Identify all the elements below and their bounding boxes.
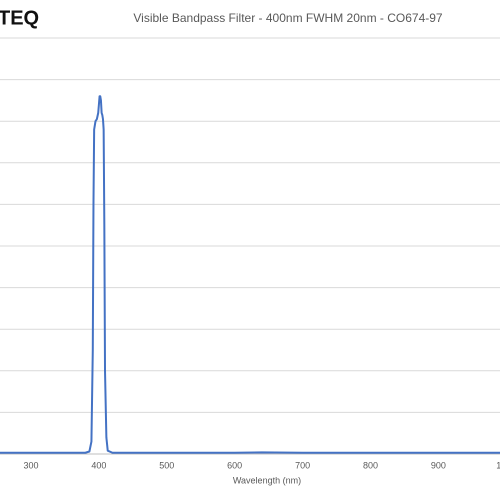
x-tick-label: 800 (363, 460, 378, 470)
logo: TEQ (0, 7, 39, 29)
data-line (0, 95, 500, 454)
x-tick-label: 900 (431, 460, 446, 470)
x-tick-label: 1000 (496, 460, 500, 470)
x-tick-label: 300 (23, 460, 38, 470)
x-tick-label: 500 (159, 460, 174, 470)
x-tick-label: 600 (227, 460, 242, 470)
x-axis-label: Wavelength (nm) (233, 475, 301, 485)
chart-title: Visible Bandpass Filter - 400nm FWHM 20n… (133, 11, 443, 25)
x-tick-label: 700 (295, 460, 310, 470)
x-tick-label: 400 (91, 460, 106, 470)
